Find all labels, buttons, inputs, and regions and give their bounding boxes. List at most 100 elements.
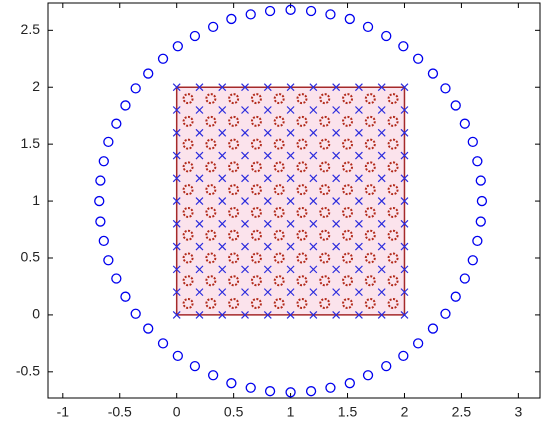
cross-stroke [241, 83, 249, 92]
cross-point [263, 265, 272, 274]
cross-point [241, 174, 249, 183]
cross-stroke [377, 219, 386, 228]
circle-point [472, 235, 483, 247]
ring-point [228, 184, 240, 196]
cross-stroke [309, 128, 318, 137]
cross-point [286, 219, 295, 228]
cross-stroke [172, 242, 181, 251]
cross-stroke [195, 265, 204, 274]
cross-point [309, 83, 318, 92]
cross-point [400, 128, 409, 137]
cross-stroke [286, 265, 295, 274]
cross-stroke [172, 83, 181, 92]
y-tick-label: -0.5 [16, 363, 40, 379]
ring-point [182, 298, 194, 310]
x-tick-label: 3 [514, 404, 522, 420]
ring-point [296, 184, 308, 196]
cross-stroke [218, 265, 227, 274]
cross-point [286, 151, 295, 160]
ring-point [182, 115, 194, 127]
cross-point [218, 106, 227, 114]
cross-point [195, 151, 204, 160]
x-tick-label: 1.5 [338, 404, 358, 420]
ring-point [364, 229, 376, 241]
cross-stroke [400, 219, 409, 228]
circle-point [450, 291, 461, 302]
circle-point [472, 156, 483, 167]
cross-stroke [332, 219, 341, 228]
cross-point [195, 174, 204, 183]
ring-point [319, 275, 331, 287]
circle-point [120, 100, 131, 111]
cross-stroke [309, 310, 318, 319]
cross-point [377, 288, 386, 297]
cross-point [377, 242, 386, 251]
cross-stroke [172, 174, 181, 183]
cross-point [286, 128, 295, 137]
cross-point [400, 265, 409, 274]
cross-stroke [309, 106, 318, 114]
ring-point [205, 229, 217, 241]
cross-point [241, 151, 249, 160]
circle-point [172, 41, 183, 52]
circle-point [120, 291, 131, 302]
ring-point [387, 93, 399, 105]
cross-point [377, 83, 386, 92]
circle-point [143, 68, 154, 79]
cross-point [172, 197, 181, 205]
cross-point [195, 106, 204, 114]
ring-point [273, 184, 285, 196]
cross-point [172, 128, 181, 137]
ring-point [387, 184, 399, 196]
cross-point [241, 197, 249, 205]
cross-stroke [377, 174, 386, 183]
ring-point [250, 275, 262, 287]
cross-stroke [400, 265, 409, 274]
ring-point [182, 206, 194, 218]
cross-stroke [332, 151, 341, 160]
cross-stroke [377, 197, 386, 205]
cross-point [354, 288, 363, 297]
ring-point [250, 184, 262, 196]
circle-point [130, 83, 141, 94]
ring-point [273, 115, 285, 127]
cross-stroke [263, 242, 272, 251]
ring-point [296, 138, 308, 150]
circle-point [264, 5, 276, 17]
cross-stroke [286, 219, 295, 228]
cross-stroke [286, 197, 295, 205]
cross-point [172, 310, 181, 319]
cross-stroke [400, 83, 409, 92]
cross-point [354, 197, 363, 205]
ring-point [364, 275, 376, 287]
cross-stroke [263, 174, 272, 183]
cross-point [241, 265, 249, 274]
circle-point [245, 382, 256, 393]
ring-point [319, 206, 331, 218]
cross-point [195, 219, 204, 228]
cross-point [400, 310, 409, 319]
cross-point [309, 288, 318, 297]
cross-stroke [377, 242, 386, 251]
ring-point [387, 206, 399, 218]
cross-stroke [354, 106, 363, 114]
ring-point [342, 206, 354, 218]
cross-stroke [400, 197, 409, 205]
circle-point [111, 118, 122, 129]
cross-stroke [263, 265, 272, 274]
cross-point [332, 288, 341, 297]
circle-point [103, 255, 114, 266]
cross-stroke [263, 219, 272, 228]
cross-point [377, 106, 386, 114]
cross-stroke [263, 310, 272, 319]
ring-point [228, 115, 240, 127]
cross-point [263, 288, 272, 297]
cross-point [241, 128, 249, 137]
cross-stroke [332, 106, 341, 114]
circle-point [450, 100, 461, 111]
y-tick-label: 1.5 [21, 135, 41, 151]
cross-point [218, 83, 227, 92]
circle-point [143, 323, 154, 334]
cross-point [400, 242, 409, 251]
cross-stroke [263, 83, 272, 92]
